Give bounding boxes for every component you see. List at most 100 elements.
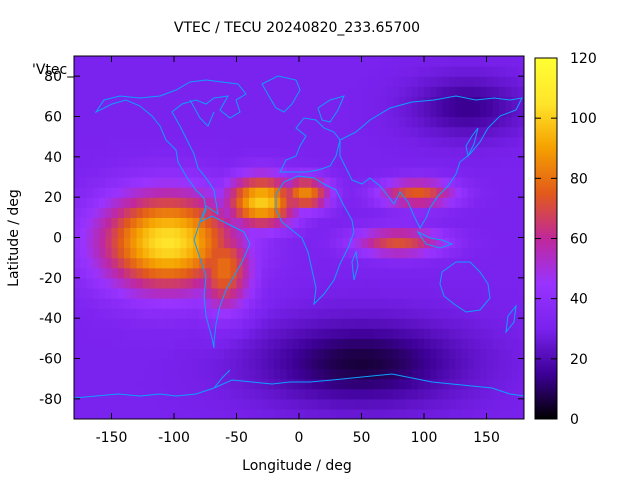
heatmap-cell [386, 328, 394, 339]
heatmap-cell [105, 76, 113, 87]
heatmap-cell [492, 217, 500, 229]
heatmap-cell [324, 56, 331, 67]
heatmap-cell [111, 378, 119, 390]
heatmap-cell [386, 187, 394, 198]
heatmap-cell [474, 388, 481, 400]
heatmap-cell [136, 76, 144, 87]
heatmap-cell [424, 328, 431, 339]
heatmap-cell [230, 348, 238, 360]
heatmap-cell [217, 338, 225, 350]
heatmap-cell [80, 247, 88, 259]
heatmap-cell [292, 338, 300, 350]
x-tick-label: 100 [411, 430, 438, 446]
heatmap-cell [80, 116, 88, 128]
heatmap-cell [224, 277, 231, 289]
heatmap-cell [117, 277, 125, 289]
heatmap-cell [480, 398, 488, 410]
heatmap-cell [342, 287, 350, 299]
heatmap-cell [486, 318, 494, 329]
heatmap-cell [180, 207, 188, 218]
heatmap-cell [236, 76, 244, 87]
heatmap-cell [430, 298, 438, 309]
heatmap-cell [186, 267, 194, 279]
heatmap-cell [417, 197, 425, 208]
heatmap-cell [261, 197, 269, 208]
heatmap-cell [424, 116, 431, 128]
heatmap-cell [236, 237, 244, 249]
heatmap-cell [461, 287, 469, 299]
heatmap-cell [286, 237, 294, 249]
heatmap-cell [286, 328, 294, 339]
heatmap-cell [492, 177, 500, 188]
heatmap-cell [224, 66, 231, 77]
heatmap-cell [417, 116, 425, 128]
heatmap-cell [436, 388, 444, 400]
heatmap-cell [480, 146, 488, 158]
heatmap-cell [280, 338, 288, 350]
heatmap-cell [99, 156, 106, 168]
heatmap-cell [130, 56, 138, 67]
heatmap-cell [292, 358, 300, 370]
heatmap-cell [417, 207, 425, 218]
heatmap-cell [380, 136, 388, 148]
heatmap-cell [180, 408, 188, 419]
heatmap-cell [474, 106, 481, 118]
heatmap-cell [274, 267, 281, 279]
heatmap-cell [505, 257, 513, 269]
heatmap-cell [411, 146, 419, 158]
heatmap-cell [205, 318, 213, 329]
heatmap-cell [386, 257, 394, 269]
heatmap-cell [330, 318, 338, 329]
heatmap-cell [474, 96, 481, 108]
heatmap-cell [80, 237, 88, 249]
heatmap-cell [161, 116, 169, 128]
heatmap-cell [205, 217, 213, 229]
heatmap-cell [111, 106, 119, 118]
heatmap-cell [86, 166, 94, 178]
heatmap-cell [317, 126, 325, 138]
heatmap-cell [155, 257, 163, 269]
heatmap-cell [192, 328, 200, 339]
heatmap-cell [355, 388, 363, 400]
heatmap-cell [317, 398, 325, 410]
heatmap-cell [411, 187, 419, 198]
heatmap-cell [324, 76, 331, 87]
heatmap-cell [299, 358, 306, 370]
heatmap-cell [336, 308, 344, 319]
heatmap-cell [349, 126, 356, 138]
heatmap-cell [286, 298, 294, 309]
heatmap-cell [292, 368, 300, 380]
heatmap-cell [142, 247, 150, 259]
heatmap-cell [505, 86, 513, 97]
heatmap-cell [124, 146, 131, 158]
heatmap-cell [417, 378, 425, 390]
heatmap-cell [130, 96, 138, 108]
heatmap-cell [242, 106, 250, 118]
heatmap-cell [380, 126, 388, 138]
heatmap-cell [80, 96, 88, 108]
heatmap-cell [417, 328, 425, 339]
heatmap-cell [86, 378, 94, 390]
heatmap-cell [374, 136, 381, 148]
heatmap-cell [374, 116, 381, 128]
heatmap-cell [324, 257, 331, 269]
heatmap-cell [249, 146, 256, 158]
heatmap-cell [142, 328, 150, 339]
heatmap-cell [411, 106, 419, 118]
heatmap-cell [392, 156, 400, 168]
heatmap-cell [424, 177, 431, 188]
heatmap-cell [286, 106, 294, 118]
heatmap-cell [380, 277, 388, 289]
heatmap-cell [386, 66, 394, 77]
heatmap-cell [74, 318, 81, 329]
heatmap-cell [399, 328, 406, 339]
heatmap-cell [99, 378, 106, 390]
heatmap-cell [86, 156, 94, 168]
heatmap-cell [192, 187, 200, 198]
heatmap-cell [155, 66, 163, 77]
heatmap-cell [136, 257, 144, 269]
heatmap-cell [249, 66, 256, 77]
heatmap-cell [386, 217, 394, 229]
heatmap-cell [330, 177, 338, 188]
heatmap-cell [367, 368, 375, 380]
